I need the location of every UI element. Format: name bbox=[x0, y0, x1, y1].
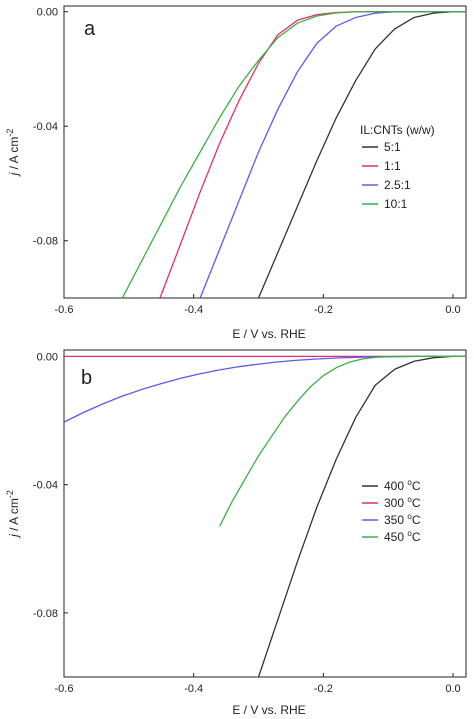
x-tick-label: -0.6 bbox=[55, 304, 74, 316]
legend-label-degree: o bbox=[407, 512, 412, 521]
y-tick-label: 0.00 bbox=[37, 7, 58, 19]
y-tick-label: -0.04 bbox=[33, 480, 58, 492]
panel-a: -0.6 -0.4 -0.2 0.0 0.00 -0.04 -0.08 E / V vs. R… bbox=[5, 5, 467, 341]
legend-label: 1:1 bbox=[384, 159, 401, 173]
y-axis-label-symbol: j bbox=[7, 172, 21, 177]
legend-label-degree: o bbox=[407, 495, 412, 504]
y-tick-label: -0.08 bbox=[33, 236, 58, 248]
y-tick-label: -0.04 bbox=[33, 121, 58, 133]
series-line bbox=[159, 11, 466, 298]
series-group bbox=[64, 355, 466, 677]
x-tick-label: -0.2 bbox=[314, 304, 333, 316]
y-tick-label: -0.08 bbox=[33, 608, 58, 620]
panel-letter: a bbox=[84, 18, 96, 40]
y-tick-label: 0.00 bbox=[37, 351, 58, 363]
legend-label: 300 oC bbox=[384, 495, 421, 510]
legend-label-degree: o bbox=[407, 529, 412, 538]
panel-b: -0.6 -0.4 -0.2 0.0 0.00 -0.04 -0.08 E / V vs. R… bbox=[5, 349, 467, 717]
legend-label-unit: C bbox=[412, 479, 421, 493]
legend-label: 450 oC bbox=[384, 529, 421, 544]
y-axis-label-exponent: -2 bbox=[5, 129, 15, 137]
plot-frame bbox=[63, 5, 467, 299]
series-line bbox=[257, 355, 466, 677]
legend-label-value: 400 bbox=[384, 479, 407, 493]
legend-label-value: 450 bbox=[384, 530, 407, 544]
legend-label: 5:1 bbox=[384, 140, 401, 154]
series-line bbox=[257, 11, 466, 298]
legend-label: 10:1 bbox=[384, 197, 408, 211]
plot-frame bbox=[63, 349, 467, 678]
x-tick-label: 0.0 bbox=[445, 683, 460, 695]
legend-label-unit: C bbox=[412, 496, 421, 510]
x-tick-label: -0.6 bbox=[55, 683, 74, 695]
y-axis-label: j / A cm-2 bbox=[5, 129, 21, 178]
y-axis-label-symbol: j bbox=[7, 534, 21, 539]
legend-label-degree: o bbox=[407, 478, 412, 487]
legend-label: 400 oC bbox=[384, 478, 421, 493]
x-tick-label: -0.4 bbox=[184, 683, 203, 695]
series-line bbox=[199, 11, 466, 298]
legend-label-unit: C bbox=[412, 530, 421, 544]
legend-label-value: 350 bbox=[384, 513, 407, 527]
legend-label: 2.5:1 bbox=[384, 178, 411, 192]
x-tick-label: -0.2 bbox=[314, 683, 333, 695]
x-axis-label: E / V vs. RHE bbox=[232, 703, 305, 717]
y-axis-label-unit: / A cm bbox=[7, 498, 21, 534]
legend-label-unit: C bbox=[412, 513, 421, 527]
y-axis-label: j / A cm-2 bbox=[5, 490, 21, 539]
series-line bbox=[64, 355, 466, 423]
y-axis-label-exponent: -2 bbox=[5, 490, 15, 498]
x-tick-label: -0.4 bbox=[184, 304, 203, 316]
legend-label-value: 300 bbox=[384, 496, 407, 510]
x-tick-label: 0.0 bbox=[445, 304, 460, 316]
series-line bbox=[219, 355, 466, 527]
legend-label: 350 oC bbox=[384, 512, 421, 527]
legend-title: IL:CNTs (w/w) bbox=[360, 123, 435, 137]
y-axis-label-unit: / A cm bbox=[7, 137, 21, 173]
panel-letter: b bbox=[81, 367, 92, 389]
x-axis-label: E / V vs. RHE bbox=[232, 327, 305, 341]
series-line bbox=[121, 11, 466, 298]
series-group bbox=[121, 11, 466, 298]
